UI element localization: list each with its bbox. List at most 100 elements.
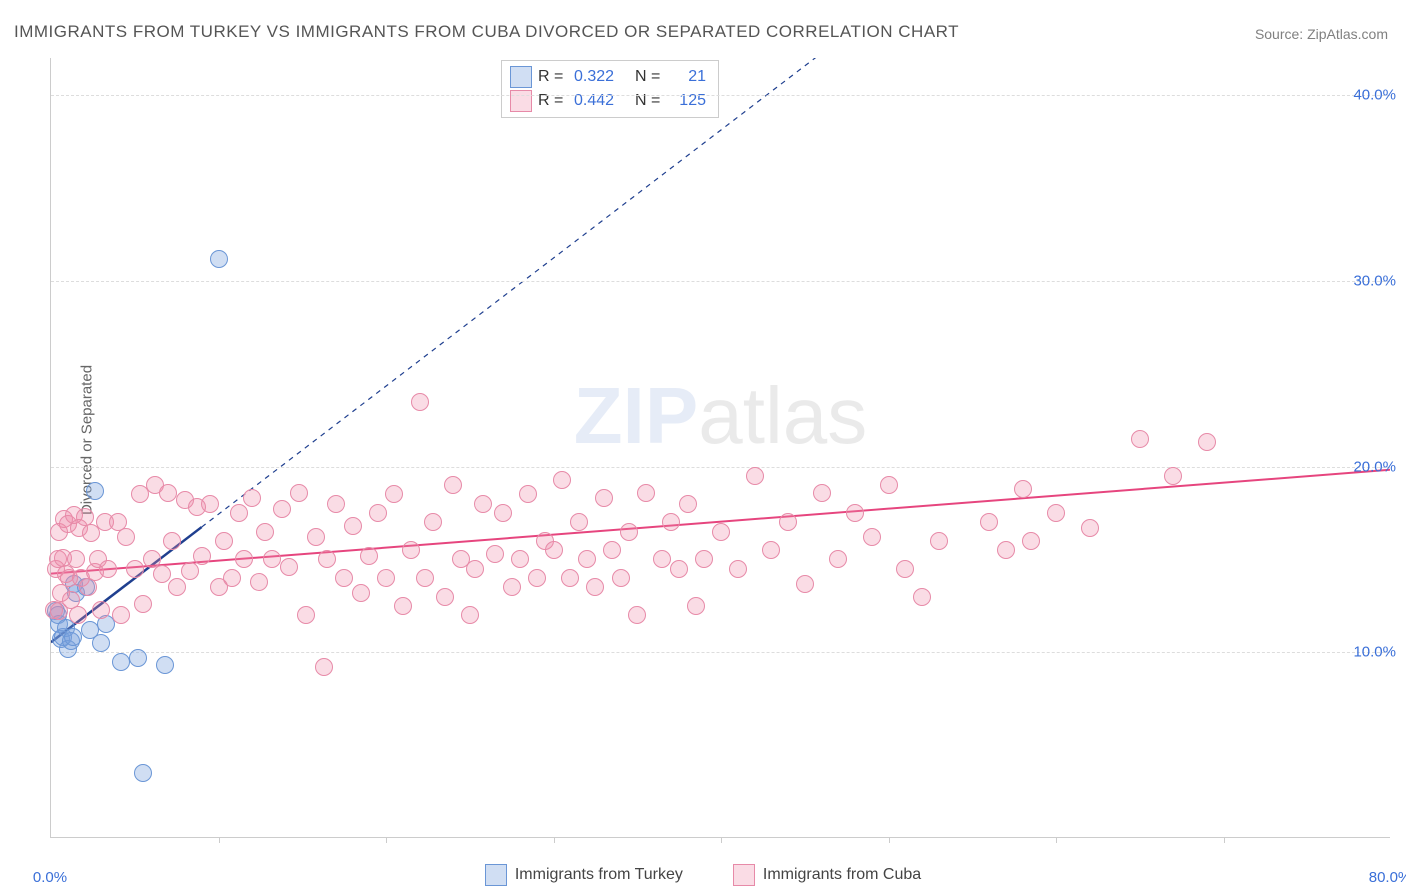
x-tick bbox=[1224, 837, 1225, 843]
data-point bbox=[352, 584, 370, 602]
data-point bbox=[578, 550, 596, 568]
data-point bbox=[126, 560, 144, 578]
data-point bbox=[586, 578, 604, 596]
data-point bbox=[117, 528, 135, 546]
data-point bbox=[511, 550, 529, 568]
data-point bbox=[360, 547, 378, 565]
gridline bbox=[51, 95, 1390, 96]
data-point bbox=[297, 606, 315, 624]
data-point bbox=[69, 606, 87, 624]
data-point bbox=[210, 250, 228, 268]
stats-row-turkey: R = 0.322 N = 21 bbox=[510, 65, 706, 89]
x-tick-label: 0.0% bbox=[33, 869, 67, 886]
data-point bbox=[112, 606, 130, 624]
data-point bbox=[369, 504, 387, 522]
swatch-turkey bbox=[510, 66, 532, 88]
data-point bbox=[243, 489, 261, 507]
r-label: R = bbox=[538, 68, 568, 86]
data-point bbox=[327, 495, 345, 513]
data-point bbox=[494, 504, 512, 522]
data-point bbox=[620, 523, 638, 541]
data-point bbox=[134, 595, 152, 613]
data-point bbox=[335, 569, 353, 587]
data-point bbox=[112, 653, 130, 671]
x-tick bbox=[1056, 837, 1057, 843]
data-point bbox=[813, 484, 831, 502]
data-point bbox=[280, 558, 298, 576]
data-point bbox=[930, 532, 948, 550]
data-point bbox=[129, 649, 147, 667]
data-point bbox=[980, 513, 998, 531]
data-point bbox=[896, 560, 914, 578]
data-point bbox=[913, 588, 931, 606]
x-tick-label: 80.0% bbox=[1369, 869, 1406, 886]
data-point bbox=[729, 560, 747, 578]
data-point bbox=[1047, 504, 1065, 522]
gridline bbox=[51, 281, 1390, 282]
data-point bbox=[553, 471, 571, 489]
gridline bbox=[51, 467, 1390, 468]
data-point bbox=[436, 588, 454, 606]
data-point bbox=[670, 560, 688, 578]
watermark: ZIPatlas bbox=[574, 370, 867, 462]
data-point bbox=[290, 484, 308, 502]
legend-item-cuba: Immigrants from Cuba bbox=[733, 864, 921, 886]
data-point bbox=[215, 532, 233, 550]
data-point bbox=[863, 528, 881, 546]
data-point bbox=[250, 573, 268, 591]
data-point bbox=[1164, 467, 1182, 485]
data-point bbox=[156, 656, 174, 674]
data-point bbox=[1022, 532, 1040, 550]
data-point bbox=[561, 569, 579, 587]
data-point bbox=[637, 484, 655, 502]
r-value-turkey: 0.322 bbox=[574, 68, 629, 86]
data-point bbox=[628, 606, 646, 624]
data-point bbox=[695, 550, 713, 568]
legend-item-turkey: Immigrants from Turkey bbox=[485, 864, 683, 886]
data-point bbox=[474, 495, 492, 513]
data-point bbox=[519, 485, 537, 503]
stats-legend: R = 0.322 N = 21 R = 0.442 N = 125 bbox=[501, 60, 719, 118]
data-point bbox=[444, 476, 462, 494]
data-point bbox=[385, 485, 403, 503]
data-point bbox=[163, 532, 181, 550]
data-point bbox=[545, 541, 563, 559]
gridline bbox=[51, 652, 1390, 653]
source-label: Source: ZipAtlas.com bbox=[1255, 26, 1388, 42]
legend-swatch-turkey bbox=[485, 864, 507, 886]
watermark-atlas: atlas bbox=[698, 371, 867, 460]
n-value-turkey: 21 bbox=[671, 68, 706, 86]
data-point bbox=[344, 517, 362, 535]
data-point bbox=[503, 578, 521, 596]
data-point bbox=[159, 484, 177, 502]
data-point bbox=[779, 513, 797, 531]
data-point bbox=[679, 495, 697, 513]
data-point bbox=[230, 504, 248, 522]
series-legend: Immigrants from Turkey Immigrants from C… bbox=[0, 864, 1406, 886]
y-tick-label: 10.0% bbox=[1353, 644, 1396, 661]
x-tick bbox=[554, 837, 555, 843]
data-point bbox=[92, 601, 110, 619]
x-tick bbox=[386, 837, 387, 843]
data-point bbox=[153, 565, 171, 583]
data-point bbox=[1131, 430, 1149, 448]
data-point bbox=[486, 545, 504, 563]
data-point bbox=[86, 482, 104, 500]
y-tick-label: 40.0% bbox=[1353, 87, 1396, 104]
data-point bbox=[612, 569, 630, 587]
data-point bbox=[223, 569, 241, 587]
data-point bbox=[394, 597, 412, 615]
x-tick bbox=[889, 837, 890, 843]
data-point bbox=[273, 500, 291, 518]
data-point bbox=[256, 523, 274, 541]
data-point bbox=[466, 560, 484, 578]
data-point bbox=[193, 547, 211, 565]
data-point bbox=[76, 508, 94, 526]
data-point bbox=[411, 393, 429, 411]
data-point bbox=[64, 628, 82, 646]
plot-area: ZIPatlas R = 0.322 N = 21 R = 0.442 N = … bbox=[50, 58, 1390, 838]
data-point bbox=[662, 513, 680, 531]
data-point bbox=[829, 550, 847, 568]
data-point bbox=[377, 569, 395, 587]
data-point bbox=[997, 541, 1015, 559]
